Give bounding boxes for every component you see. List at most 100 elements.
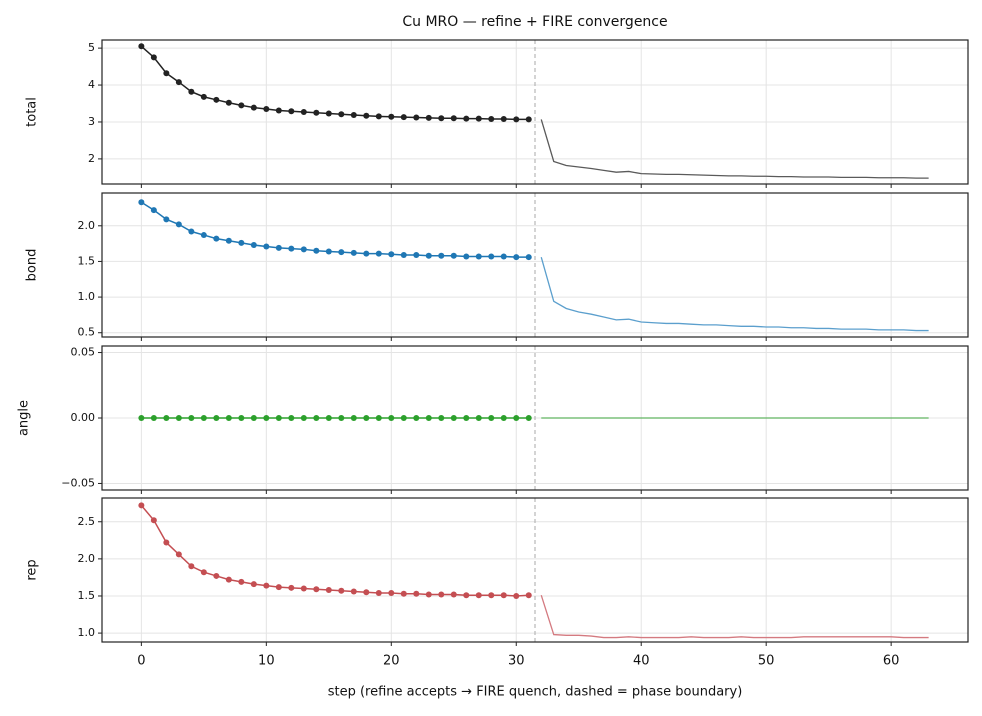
point bbox=[250, 104, 257, 111]
point bbox=[363, 112, 370, 119]
point bbox=[150, 517, 157, 524]
point bbox=[263, 106, 270, 113]
point bbox=[213, 235, 220, 242]
y-axis-label: total bbox=[25, 97, 40, 127]
point bbox=[138, 43, 145, 50]
point bbox=[150, 207, 157, 214]
point bbox=[138, 502, 145, 509]
point bbox=[188, 228, 195, 235]
y-tick-label: 1.0 bbox=[78, 626, 96, 639]
series-line bbox=[540, 256, 929, 332]
point bbox=[400, 114, 407, 121]
point bbox=[313, 109, 320, 116]
point bbox=[138, 415, 145, 421]
y-tick-label: −0.05 bbox=[61, 476, 95, 489]
point bbox=[388, 590, 395, 597]
point bbox=[513, 254, 520, 261]
series-line bbox=[140, 45, 529, 121]
point bbox=[513, 415, 520, 421]
point bbox=[350, 249, 357, 256]
point bbox=[463, 253, 470, 260]
point bbox=[388, 251, 395, 258]
point bbox=[225, 576, 232, 583]
point bbox=[338, 111, 345, 118]
point bbox=[163, 415, 170, 421]
point bbox=[363, 250, 370, 257]
x-tick-label: 30 bbox=[508, 654, 525, 669]
point bbox=[500, 592, 507, 599]
point bbox=[525, 254, 532, 261]
point bbox=[225, 415, 232, 421]
point bbox=[525, 415, 532, 421]
point bbox=[175, 551, 182, 558]
point bbox=[175, 415, 182, 421]
point bbox=[275, 415, 282, 421]
y-axis-label: bond bbox=[25, 249, 40, 282]
point bbox=[225, 99, 232, 106]
axes-frame bbox=[101, 497, 969, 643]
point bbox=[438, 415, 445, 421]
point bbox=[388, 415, 395, 421]
point bbox=[513, 116, 520, 123]
point bbox=[350, 111, 357, 118]
x-axis-label: step (refine accepts → FIRE quench, dash… bbox=[328, 685, 743, 700]
point bbox=[350, 588, 357, 595]
point bbox=[275, 244, 282, 251]
series-line bbox=[140, 201, 529, 258]
point bbox=[313, 247, 320, 254]
point bbox=[400, 590, 407, 597]
x-tick-label: 10 bbox=[258, 654, 275, 669]
point bbox=[288, 245, 295, 252]
point bbox=[363, 415, 370, 421]
point bbox=[525, 116, 532, 123]
point bbox=[375, 415, 382, 421]
x-tick-label: 50 bbox=[758, 654, 775, 669]
point bbox=[425, 252, 432, 259]
axes-frame bbox=[101, 39, 969, 185]
y-tick-label: 1.0 bbox=[78, 290, 96, 303]
point bbox=[400, 252, 407, 259]
point bbox=[300, 246, 307, 253]
point bbox=[188, 563, 195, 570]
point bbox=[213, 572, 220, 579]
point bbox=[200, 93, 207, 100]
axes-frame bbox=[101, 345, 969, 491]
y-tick-label: 4 bbox=[88, 78, 95, 91]
y-axis-label: angle bbox=[17, 400, 32, 436]
point bbox=[438, 591, 445, 598]
point bbox=[475, 253, 482, 260]
point bbox=[475, 415, 482, 421]
point bbox=[250, 415, 257, 421]
point bbox=[425, 114, 432, 121]
point bbox=[325, 415, 332, 421]
point bbox=[375, 250, 382, 257]
point bbox=[500, 116, 507, 123]
point bbox=[238, 415, 245, 421]
x-tick-label: 60 bbox=[883, 654, 900, 669]
point bbox=[450, 591, 457, 598]
x-tick-label: 0 bbox=[137, 654, 145, 669]
point bbox=[438, 115, 445, 122]
y-tick-label: 0.00 bbox=[71, 411, 96, 424]
point bbox=[300, 415, 307, 421]
point bbox=[150, 415, 157, 421]
point bbox=[388, 113, 395, 120]
point bbox=[350, 415, 357, 421]
point bbox=[450, 115, 457, 122]
point bbox=[263, 582, 270, 589]
point bbox=[288, 584, 295, 591]
point bbox=[238, 102, 245, 109]
point bbox=[188, 415, 195, 421]
point bbox=[325, 587, 332, 594]
chart-title: Cu MRO — refine + FIRE convergence bbox=[402, 14, 667, 30]
point bbox=[288, 415, 295, 421]
y-tick-label: 1.5 bbox=[78, 254, 96, 267]
y-tick-label: 2.5 bbox=[78, 515, 96, 528]
point bbox=[200, 569, 207, 576]
series-line bbox=[540, 119, 929, 179]
point bbox=[188, 88, 195, 95]
point bbox=[375, 590, 382, 597]
point bbox=[263, 243, 270, 250]
y-axis-label: rep bbox=[25, 559, 40, 580]
series-line bbox=[540, 595, 929, 639]
